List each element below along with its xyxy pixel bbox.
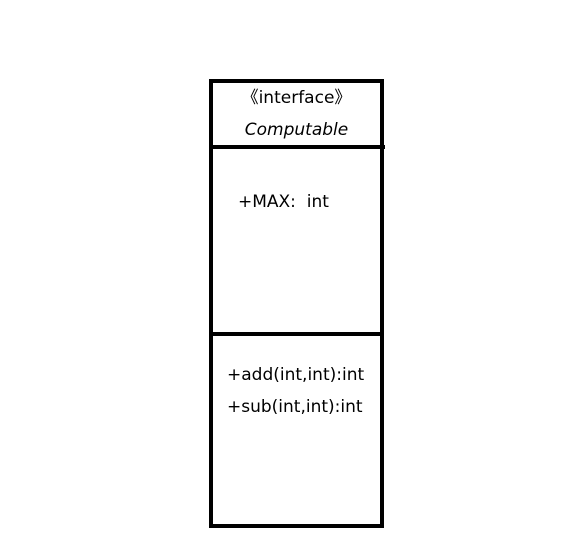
name-compartment: 《interface》 Computable — [213, 83, 380, 145]
attribute-item: +MAX: int — [238, 192, 329, 212]
divider-line — [210, 332, 382, 336]
attributes-compartment: +MAX: int — [213, 149, 380, 332]
interface-name: Computable — [244, 120, 349, 140]
operations-compartment: +add(int,int):int +sub(int,int):int — [213, 336, 380, 524]
uml-interface-box: 《interface》 Computable +MAX: int +add(in… — [209, 79, 385, 528]
divider-line — [211, 145, 385, 149]
operation-item: +sub(int,int):int — [227, 397, 363, 417]
stereotype-label: 《interface》 — [241, 88, 352, 108]
operation-item: +add(int,int):int — [227, 365, 365, 385]
